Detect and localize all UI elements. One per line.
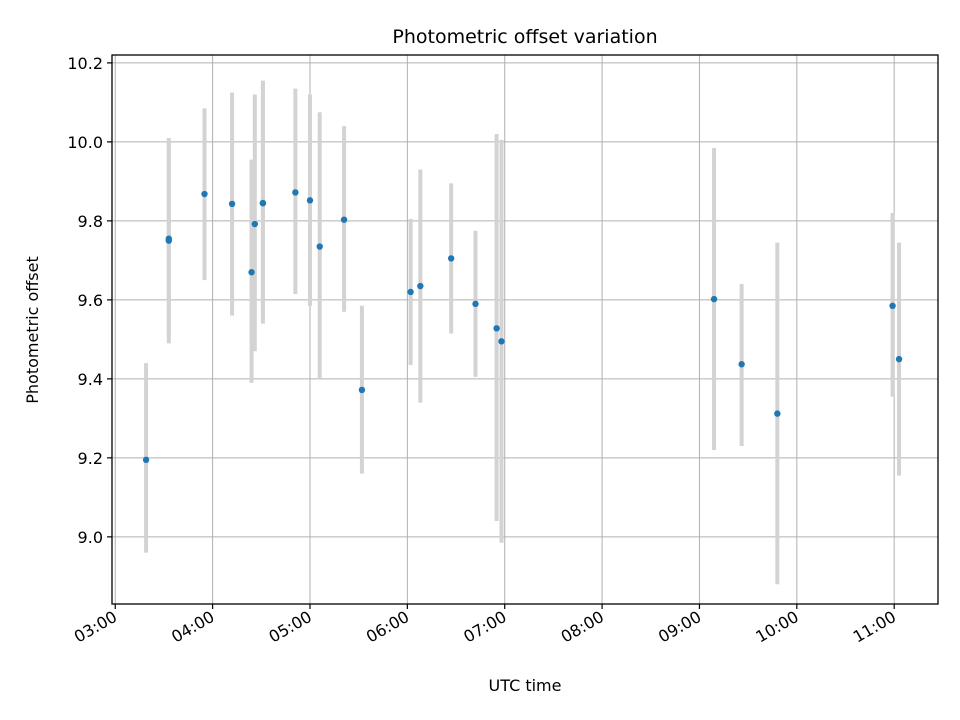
data-point [292,189,299,196]
x-axis-label: UTC time [489,676,562,695]
data-point [340,216,348,223]
y-tick-label: 10.0 [67,133,103,152]
data-point [142,456,150,464]
data-point [493,325,500,332]
data-point [248,269,255,276]
data-point [358,386,366,394]
data-point [895,355,903,363]
y-tick-label: 9.2 [78,449,103,468]
data-point [710,295,718,303]
plot-frame [111,54,939,605]
y-axis-ticks: 9.0 9.2 9.4 9.6 9.8 10.0 10.2 [67,54,112,547]
data-points [142,189,903,464]
data-point [498,338,505,345]
data-point [738,361,745,368]
y-tick-label: 10.2 [67,54,103,73]
y-tick-label: 9.6 [78,291,103,310]
data-point [774,410,781,417]
chart-title: Photometric offset variation [392,26,657,48]
data-point [407,288,414,296]
data-point [316,243,323,250]
data-point [228,200,236,208]
data-point [165,235,172,242]
data-point [259,199,267,207]
data-point [889,302,896,310]
data-point [472,300,479,308]
y-tick-label: 9.0 [78,528,103,547]
y-tick-label: 9.8 [78,212,103,231]
data-point [306,197,314,204]
data-point [447,255,455,262]
data-point [417,282,424,290]
y-axis-label: Photometric offset [23,256,42,404]
data-point [251,220,259,228]
y-tick-label: 9.4 [78,370,103,389]
data-point [201,190,208,198]
